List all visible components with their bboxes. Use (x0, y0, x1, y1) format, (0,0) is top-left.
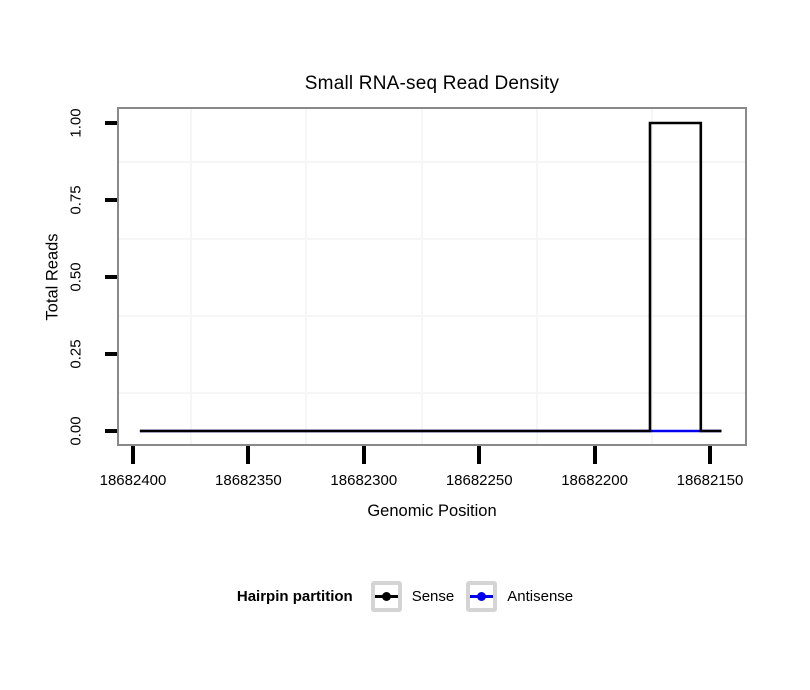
y-tick-label: 0.50 (67, 262, 85, 292)
legend-item-sense: Sense (370, 581, 455, 612)
legend-key-sense (370, 581, 402, 612)
grid-minor-horizontal (117, 314, 747, 317)
grid-minor-vertical (305, 107, 308, 446)
x-tick (708, 446, 712, 464)
legend-title: Hairpin partition (236, 588, 353, 605)
legend-items: Sense Antisense (370, 581, 573, 612)
x-axis-title: Genomic Position (367, 502, 497, 520)
legend-label: Antisense (507, 588, 574, 605)
legend-item-antisense: Antisense (466, 581, 573, 612)
legend-key-antisense (466, 581, 498, 612)
chart-title: Small RNA-seq Read Density (304, 73, 560, 94)
x-tick-label: 18682150 (676, 472, 744, 489)
legend-label: Sense (411, 588, 455, 605)
x-tick-label: 18682350 (215, 472, 282, 489)
y-tick-label: 1.00 (67, 108, 85, 138)
grid-minor-vertical (189, 107, 192, 446)
y-axis-title: Total Reads (43, 233, 62, 321)
y-tick (105, 121, 117, 125)
x-tick-label: 18682200 (561, 472, 628, 489)
x-tick-label: 18682250 (445, 472, 513, 489)
grid-minor-vertical (535, 107, 538, 446)
legend: Hairpin partition Sense Antisense (0, 581, 810, 612)
plot-panel (117, 107, 747, 446)
y-tick-label: 0.75 (67, 185, 85, 215)
grid-minor-vertical (420, 107, 423, 446)
x-tick (131, 446, 135, 464)
plot-lines (139, 121, 722, 433)
y-tick (105, 275, 117, 279)
series-line-sense (139, 121, 722, 433)
y-tick (105, 198, 117, 202)
legend-key-dot (477, 592, 487, 601)
x-tick (477, 446, 482, 464)
x-tick (246, 446, 251, 464)
legend-key-dot (381, 592, 391, 601)
y-tick-label: 0.25 (67, 339, 85, 369)
grid-minor-horizontal (117, 237, 747, 240)
x-tick (592, 446, 597, 464)
grid-minor-horizontal (117, 391, 747, 394)
x-tick-label: 18682400 (99, 472, 167, 489)
x-tick-label: 18682300 (330, 472, 398, 489)
y-tick (105, 429, 117, 433)
grid-minor-vertical (651, 107, 654, 446)
y-tick-label: 0.00 (67, 416, 85, 446)
grid-minor-horizontal (117, 160, 747, 163)
x-tick (361, 446, 366, 464)
y-tick (105, 352, 117, 356)
gridline-layer (117, 107, 747, 446)
